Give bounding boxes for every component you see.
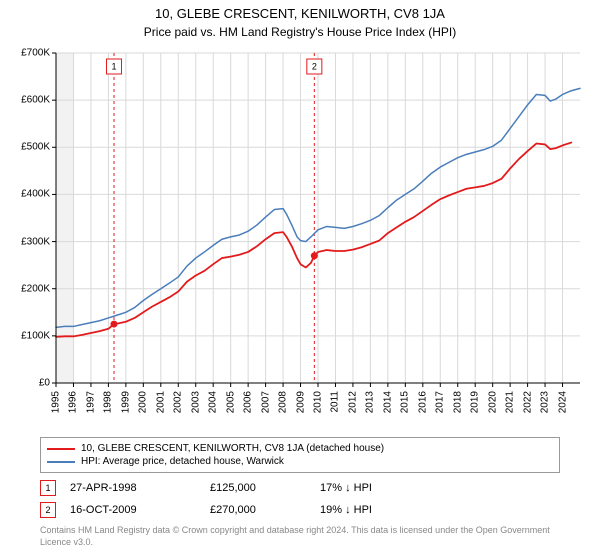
y-tick-label: £700K — [10, 48, 50, 59]
y-tick-label: £400K — [10, 189, 50, 200]
x-tick-label: 2013 — [365, 391, 376, 413]
y-tick-label: £600K — [10, 95, 50, 106]
transaction-hpi: 19% ↓ HPI — [320, 504, 372, 516]
transaction-date: 16-OCT-2009 — [70, 504, 210, 516]
x-tick-label: 2017 — [435, 391, 446, 413]
x-tick-label: 2012 — [347, 391, 358, 413]
svg-text:1: 1 — [111, 62, 116, 72]
x-tick-label: 2010 — [313, 391, 324, 413]
chart-area: 12 £0£100K£200K£300K£400K£500K£600K£700K… — [10, 43, 590, 433]
x-tick-label: 1997 — [85, 391, 96, 413]
x-tick-label: 2006 — [243, 391, 254, 413]
x-tick-label: 2011 — [330, 391, 341, 413]
x-tick-label: 2002 — [173, 391, 184, 413]
x-tick-label: 2014 — [382, 391, 393, 413]
legend-swatch — [47, 461, 75, 463]
x-tick-label: 2001 — [155, 391, 166, 413]
x-tick-label: 2018 — [452, 391, 463, 413]
x-tick-label: 1998 — [103, 391, 114, 413]
x-tick-label: 1999 — [120, 391, 131, 413]
y-tick-label: £500K — [10, 142, 50, 153]
page-title: 10, GLEBE CRESCENT, KENILWORTH, CV8 1JA — [0, 6, 600, 21]
transaction-price: £270,000 — [210, 504, 320, 516]
transaction-row: 2 16-OCT-2009£270,00019% ↓ HPI — [40, 499, 560, 521]
x-tick-label: 2007 — [260, 391, 271, 413]
x-tick-label: 2022 — [522, 391, 533, 413]
x-tick-label: 1995 — [51, 391, 62, 413]
copyright-text: Contains HM Land Registry data © Crown c… — [40, 525, 560, 548]
page-subtitle: Price paid vs. HM Land Registry's House … — [0, 25, 600, 39]
x-tick-label: 2016 — [417, 391, 428, 413]
transactions-table: 1 27-APR-1998£125,00017% ↓ HPI 2 16-OCT-200… — [40, 477, 560, 521]
x-tick-label: 2005 — [225, 391, 236, 413]
x-tick-label: 2019 — [470, 391, 481, 413]
legend-box: 10, GLEBE CRESCENT, KENILWORTH, CV8 1JA … — [40, 437, 560, 473]
x-tick-label: 2009 — [295, 391, 306, 413]
x-tick-label: 2021 — [505, 391, 516, 413]
x-tick-label: 2004 — [208, 391, 219, 413]
transaction-price: £125,000 — [210, 482, 320, 494]
x-tick-label: 1996 — [68, 391, 79, 413]
legend-swatch — [47, 448, 75, 450]
x-tick-label: 2020 — [487, 391, 498, 413]
transaction-row: 1 27-APR-1998£125,00017% ↓ HPI — [40, 477, 560, 499]
x-tick-label: 2023 — [540, 391, 551, 413]
x-tick-label: 2000 — [138, 391, 149, 413]
x-tick-label: 2003 — [190, 391, 201, 413]
transaction-date: 27-APR-1998 — [70, 482, 210, 494]
transaction-marker-icon: 1 — [40, 480, 56, 496]
y-tick-label: £200K — [10, 283, 50, 294]
y-tick-label: £100K — [10, 330, 50, 341]
x-tick-label: 2015 — [400, 391, 411, 413]
legend-row: 10, GLEBE CRESCENT, KENILWORTH, CV8 1JA … — [47, 442, 553, 455]
legend-label: 10, GLEBE CRESCENT, KENILWORTH, CV8 1JA … — [81, 443, 384, 454]
legend-row: HPI: Average price, detached house, Warw… — [47, 455, 553, 468]
x-tick-label: 2024 — [557, 391, 568, 413]
transaction-marker-icon: 2 — [40, 502, 56, 518]
transaction-hpi: 17% ↓ HPI — [320, 482, 372, 494]
y-tick-label: £0 — [10, 378, 50, 389]
legend-label: HPI: Average price, detached house, Warw… — [81, 456, 284, 467]
y-tick-label: £300K — [10, 236, 50, 247]
svg-text:2: 2 — [312, 62, 317, 72]
x-tick-label: 2008 — [278, 391, 289, 413]
chart-svg: 12 — [10, 43, 590, 433]
